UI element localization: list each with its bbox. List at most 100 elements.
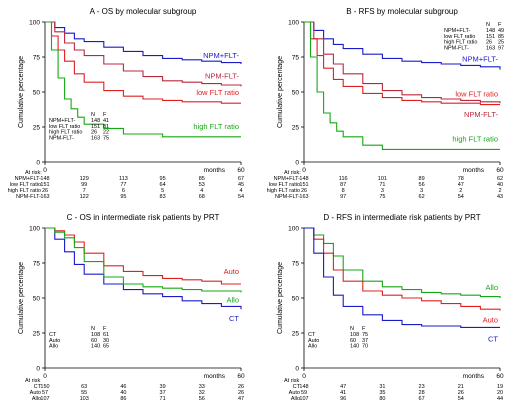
risk-cell: 39: [160, 384, 166, 390]
series-line-3: [304, 227, 500, 328]
legend-row-name: Allo: [308, 344, 317, 350]
series-line-4: [45, 21, 241, 138]
risk-cell: 26: [238, 390, 244, 396]
risk-row-name: Allo: [32, 396, 41, 402]
y-tick-label: 25: [292, 331, 300, 338]
risk-cell: 89: [419, 176, 425, 182]
y-tick-label: 0: [295, 366, 299, 373]
x-axis-label: months: [463, 167, 485, 174]
legend-row-n: 26: [486, 40, 492, 46]
legend-header-n: N: [350, 326, 354, 332]
series-label: CT: [229, 314, 239, 323]
x-tick-label: 60: [496, 373, 504, 380]
risk-cell: 83: [160, 194, 166, 200]
risk-cell: 45: [238, 182, 244, 188]
y-tick-label: 100: [29, 226, 40, 233]
risk-cell: 87: [340, 182, 346, 188]
legend-row-f: 97: [498, 45, 504, 51]
y-tick-label: 100: [288, 20, 299, 27]
risk-cell: 33: [199, 384, 205, 390]
series-line-2: [304, 227, 501, 311]
risk-cell: 54: [458, 396, 464, 402]
risk-cell: 44: [497, 396, 503, 402]
series-label: Auto: [483, 316, 498, 325]
y-tick-label: 75: [33, 55, 41, 62]
risk-cell: 56: [199, 396, 205, 402]
risk-row-name: Auto: [289, 390, 300, 396]
legend-table: N F CT 108 75 Auto 60 37 Allo 140 70: [308, 326, 368, 350]
risk-cell: 37: [160, 390, 166, 396]
risk-cell: 20: [497, 390, 503, 396]
chart-panel-3: C - OS in intermediate risk patients by …: [18, 213, 245, 402]
risk-table-title: At risk:: [284, 170, 301, 176]
risk-cell: 122: [80, 194, 89, 200]
risk-table: At risk:NPM+FLT- 148 116 101 89 78 62 low FLT r…: [267, 170, 504, 200]
legend-row-name: Auto: [308, 338, 319, 344]
risk-row-name: CT: [34, 384, 42, 390]
series-label: Allo: [226, 295, 239, 304]
series-label: NPM-FLT-: [464, 110, 499, 119]
series-line-4: [304, 21, 500, 150]
y-tick-label: 75: [292, 55, 300, 62]
legend-row-n: 60: [91, 338, 97, 344]
legend-row-name: Allo: [49, 344, 58, 350]
risk-cell: 71: [160, 396, 166, 402]
legend-row-f: 70: [362, 344, 368, 350]
legend-row-name: Auto: [49, 338, 60, 344]
y-tick-label: 100: [288, 226, 299, 233]
risk-cell: 26: [238, 384, 244, 390]
y-axis-label: Cumulative percentage: [18, 56, 25, 128]
risk-row-name: low FLT ratio: [269, 182, 300, 188]
risk-row-name: NPM-FLT-: [275, 194, 300, 200]
x-tick-label: 0: [43, 167, 47, 174]
risk-cell: 2: [498, 188, 501, 194]
risk-cell: 47: [340, 384, 346, 390]
legend-row-name: CT: [49, 332, 57, 338]
x-tick-label: 0: [43, 373, 47, 380]
legend-row-f: 81: [103, 124, 109, 130]
risk-cell: 21: [458, 384, 464, 390]
risk-cell: 163: [40, 194, 49, 200]
risk-cell: 4: [239, 188, 242, 194]
risk-cell: 99: [81, 182, 87, 188]
chart-panel-2: B - RFS by molecular subgroup 0 25 50 75 100 0…: [267, 7, 505, 200]
risk-cell: 53: [199, 182, 205, 188]
risk-cell: 77: [120, 182, 126, 188]
legend-row-n: 163: [91, 135, 100, 141]
y-tick-label: 0: [36, 160, 40, 167]
risk-cell: 5: [161, 188, 164, 194]
risk-cell: 148: [299, 176, 308, 182]
legend-row-n: 148: [91, 118, 100, 124]
risk-cell: 96: [340, 396, 346, 402]
y-tick-label: 25: [33, 331, 41, 338]
risk-cell: 97: [340, 194, 346, 200]
legend-header-n: N: [91, 326, 95, 332]
y-axis-label: Cumulative percentage: [277, 56, 284, 128]
risk-cell: 67: [238, 176, 244, 182]
risk-cell: 107: [299, 396, 308, 402]
risk-cell: 28: [419, 390, 425, 396]
risk-cell: 6: [122, 188, 125, 194]
x-tick-label: 60: [237, 373, 245, 380]
legend-row-f: 25: [498, 40, 504, 46]
risk-cell: 78: [458, 176, 464, 182]
risk-cell: 67: [419, 396, 425, 402]
x-tick-label: 60: [237, 167, 245, 174]
series-label: Allo: [485, 283, 498, 292]
series-label: low FLT ratio: [455, 90, 498, 99]
series-line-1: [45, 227, 242, 310]
legend-row-name: NPM+FLT-: [444, 28, 471, 34]
risk-row-name: Allo: [291, 396, 300, 402]
risk-cell: 7: [83, 188, 86, 194]
risk-cell: 55: [81, 390, 87, 396]
risk-row-name: NPM+FLT-: [15, 176, 42, 182]
x-axis-label: months: [204, 167, 226, 174]
chart-title: D - RFS in intermediate risk patients by…: [323, 213, 480, 222]
legend-row-name: NPM-FLT-: [444, 45, 469, 51]
risk-cell: 41: [340, 390, 346, 396]
risk-row-name: NPM-FLT-: [16, 194, 41, 200]
risk-row-name: Auto: [30, 390, 41, 396]
risk-cell: 116: [339, 176, 348, 182]
